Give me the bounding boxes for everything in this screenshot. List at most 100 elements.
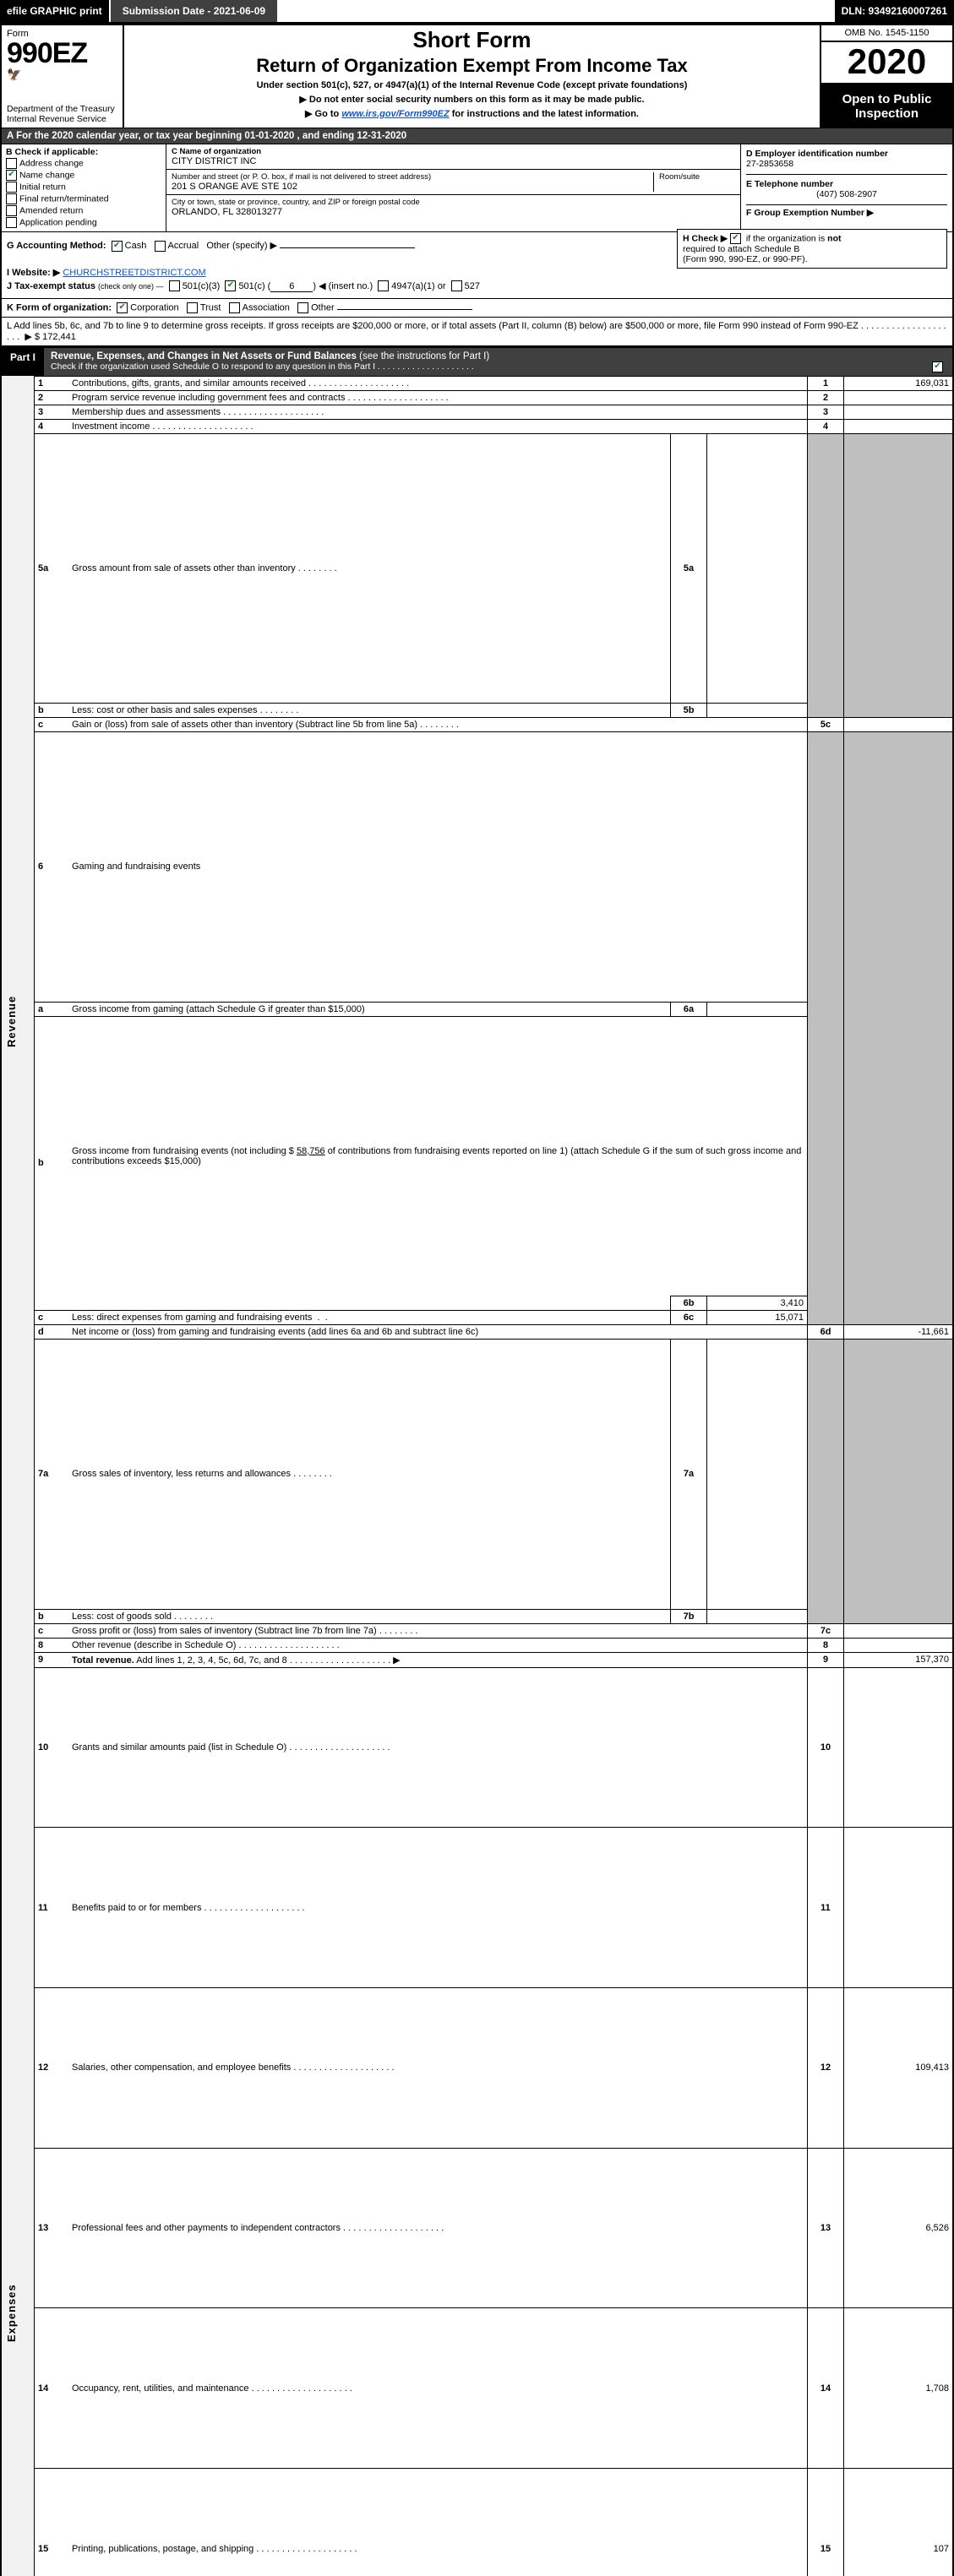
ln-1-desc: Contributions, gifts, grants, and simila… — [72, 378, 409, 389]
ein-value: 27-2853658 — [746, 159, 793, 169]
part-i-title: Revenue, Expenses, and Changes in Net As… — [51, 351, 357, 361]
ln-5c-ref: 5c — [808, 718, 844, 732]
ln-8-ref: 8 — [808, 1638, 844, 1652]
h-not: not — [827, 233, 841, 243]
chk-4947[interactable] — [378, 280, 389, 291]
dept-label: Department of the Treasury — [7, 104, 115, 114]
ln-12-val: 109,413 — [844, 1988, 954, 2149]
ln-10-desc: Grants and similar amounts paid (list in… — [72, 1742, 390, 1753]
ln-6a-desc: Gross income from gaming (attach Schedul… — [68, 1002, 671, 1016]
goto-post: for instructions and the latest informat… — [452, 109, 639, 119]
chk-application-pending[interactable] — [6, 217, 17, 228]
header-info-grid: B Check if applicable: Address change Na… — [0, 144, 954, 231]
form-number: 990EZ — [7, 39, 117, 68]
j-o3: 4947(a)(1) or — [391, 281, 445, 291]
chk-accrual[interactable] — [155, 241, 166, 252]
chk-cash[interactable] — [112, 241, 123, 252]
ln-6b-num: b — [35, 1016, 69, 1311]
org-city: ORLANDO, FL 328013277 — [172, 207, 735, 217]
ln-4-ref: 4 — [808, 419, 844, 433]
ln-12-num: 12 — [35, 1988, 69, 2149]
org-address: 201 S ORANGE AVE STE 102 — [172, 182, 653, 192]
k-o2: Trust — [200, 302, 221, 312]
j-o1: 501(c)(3) — [183, 281, 221, 291]
chk-name-change[interactable] — [6, 170, 17, 181]
chk-amended-return[interactable] — [6, 205, 17, 216]
ln-13-ref: 13 — [808, 2148, 844, 2308]
ln-6b-desc-pre: Gross income from fundraising events (no… — [72, 1146, 297, 1156]
ln-3-num: 3 — [35, 405, 69, 419]
ln-10-val — [844, 1667, 954, 1828]
ln-5b-desc: Less: cost or other basis and sales expe… — [72, 705, 298, 715]
ln-1-ref: 1 — [808, 376, 844, 390]
ln-5a-miniref: 5a — [671, 433, 707, 704]
return-title: Return of Organization Exempt From Incom… — [129, 55, 815, 77]
ln-11-num: 11 — [35, 1828, 69, 1988]
ln-14-num: 14 — [35, 2308, 69, 2469]
j-label: J Tax-exempt status — [7, 281, 95, 291]
b-opt-3: Final return/terminated — [19, 193, 109, 204]
ln-7a-desc: Gross sales of inventory, less returns a… — [72, 1469, 332, 1479]
line-a-period: A For the 2020 calendar year, or tax yea… — [0, 128, 954, 144]
h-label: H Check ▶ — [683, 233, 728, 243]
ln-9-ref: 9 — [808, 1652, 844, 1667]
ln-15-val: 107 — [844, 2469, 954, 2576]
dln-label: DLN: 93492160007261 — [835, 0, 954, 22]
ln-12-ref: 12 — [808, 1988, 844, 2149]
tax-year: 2020 — [821, 42, 952, 84]
ln-6d-desc: Net income or (loss) from gaming and fun… — [68, 1325, 808, 1340]
ln-7a-minival — [707, 1340, 808, 1610]
ln-6b-amt: 58,756 — [297, 1146, 325, 1156]
e-label: E Telephone number — [746, 179, 833, 189]
j-o2-post: ) ◀ (insert no.) — [313, 281, 373, 291]
ln-4-desc: Investment income — [72, 421, 253, 432]
ln-7c-num: c — [35, 1623, 69, 1638]
chk-initial-return[interactable] — [6, 182, 17, 193]
section-revenue-label: Revenue — [5, 378, 18, 1666]
ln-2-val — [844, 390, 954, 405]
efile-print-label: efile GRAPHIC print — [0, 0, 109, 22]
chk-association[interactable] — [229, 302, 240, 313]
c-name-label: C Name of organization — [172, 147, 735, 156]
part-i-tab: Part I — [2, 348, 44, 376]
chk-501c[interactable] — [225, 280, 236, 291]
ln-9-num: 9 — [35, 1652, 69, 1667]
section-expenses-label: Expenses — [5, 1669, 18, 2576]
k-label: K Form of organization: — [7, 302, 112, 312]
ln-6d-val: -11,661 — [844, 1325, 954, 1340]
ln-2-num: 2 — [35, 390, 69, 405]
ln-6a-miniref: 6a — [671, 1002, 707, 1016]
ln-8-desc: Other revenue (describe in Schedule O) — [72, 1640, 340, 1650]
website-link[interactable]: CHURCHSTREETDISTRICT.COM — [63, 268, 205, 278]
d-label: D Employer identification number — [746, 149, 888, 159]
chk-corporation[interactable] — [117, 302, 128, 313]
ln-13-desc: Professional fees and other payments to … — [72, 2223, 444, 2233]
b-label: B Check if applicable: — [6, 147, 98, 157]
chk-schedule-o[interactable] — [932, 361, 943, 372]
part-i-header: Part I Revenue, Expenses, and Changes in… — [0, 347, 954, 376]
chk-527[interactable] — [451, 280, 462, 291]
ln-5a-num: 5a — [35, 433, 69, 704]
ln-6a-minival — [707, 1002, 808, 1016]
ln-7c-val — [844, 1623, 954, 1638]
ln-7c-ref: 7c — [808, 1623, 844, 1638]
j-o4: 527 — [465, 281, 480, 291]
subtitle-ssn-warning: ▶ Do not enter social security numbers o… — [129, 94, 815, 105]
ln-8-val — [844, 1638, 954, 1652]
omb-number: OMB No. 1545-1150 — [821, 25, 952, 42]
chk-address-change[interactable] — [6, 158, 17, 169]
goto-pre: ▶ Go to — [305, 109, 341, 119]
chk-trust[interactable] — [187, 302, 198, 313]
irs-link[interactable]: www.irs.gov/Form990EZ — [341, 109, 449, 119]
l-text: L Add lines 5b, 6c, and 7b to line 9 to … — [7, 321, 859, 331]
chk-other-org[interactable] — [297, 302, 308, 313]
chk-501c3[interactable] — [169, 280, 180, 291]
ln-5c-num: c — [35, 718, 69, 732]
ln-6c-desc: Less: direct expenses from gaming and fu… — [72, 1312, 312, 1323]
ln-5c-val — [844, 718, 954, 732]
chk-final-return[interactable] — [6, 193, 17, 204]
chk-h[interactable] — [730, 233, 741, 244]
g-other: Other (specify) ▶ — [206, 241, 277, 251]
ln-5a-minival — [707, 433, 808, 704]
c-addr-label: Number and street (or P. O. box, if mail… — [172, 172, 653, 182]
